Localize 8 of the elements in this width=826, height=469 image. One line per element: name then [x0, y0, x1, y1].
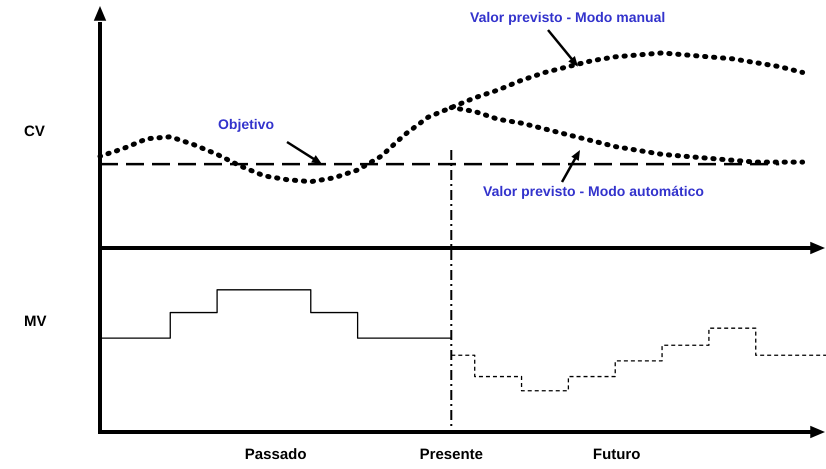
annotation: Objetivo	[218, 116, 274, 132]
y-axis-title: CV	[24, 123, 45, 140]
text: Presente	[420, 446, 483, 464]
text: Futuro	[592, 446, 640, 464]
text: Passado	[244, 446, 306, 464]
y-axis-title: MV	[24, 313, 46, 330]
annotation: Valor previsto - Modo automático	[483, 182, 704, 199]
annotation: Valor previsto - Modo manual	[470, 8, 666, 25]
